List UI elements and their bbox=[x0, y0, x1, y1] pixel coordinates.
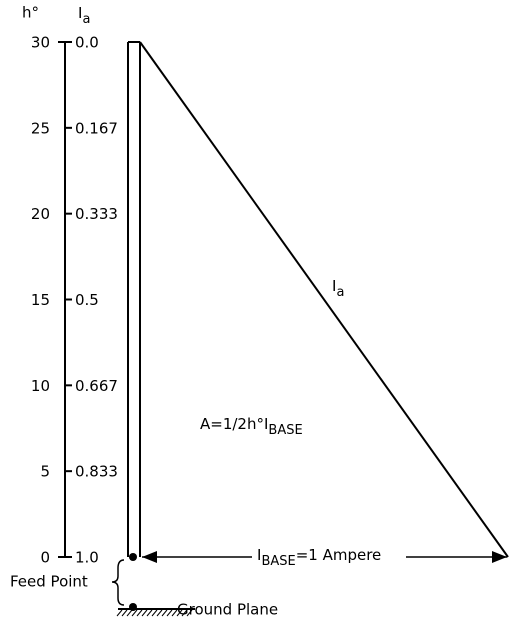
hatch-line bbox=[136, 609, 143, 617]
h-label: 5 bbox=[40, 463, 50, 481]
hatch-line bbox=[156, 609, 163, 617]
base-rest: =1 Ampere bbox=[296, 546, 382, 564]
feed-dot bbox=[129, 553, 137, 561]
h-header: h° bbox=[22, 4, 39, 22]
i-label: 0.333 bbox=[75, 205, 118, 223]
hatch-line bbox=[176, 609, 183, 617]
hatch-line bbox=[161, 609, 168, 617]
i-header: Ia bbox=[78, 4, 90, 27]
curve-sub: a bbox=[336, 285, 344, 300]
hatch-line bbox=[181, 609, 188, 617]
current-line bbox=[139, 41, 509, 558]
hatch-line bbox=[166, 609, 173, 617]
area-sub: BASE bbox=[268, 423, 302, 438]
hatch-line bbox=[121, 609, 128, 617]
area-main: A=1/2h°I bbox=[200, 415, 268, 433]
hatch-line bbox=[186, 609, 193, 617]
h-label: 10 bbox=[31, 377, 50, 395]
hatch-line bbox=[141, 609, 148, 617]
ground-hatch bbox=[116, 609, 193, 617]
i-sub: a bbox=[82, 12, 90, 27]
h-label: 25 bbox=[31, 119, 50, 137]
scale: 30 0.0 25 0.167 20 0.333 15 0.5 10 0.667 5 0.833 0 1.… bbox=[31, 34, 118, 567]
hatch-line bbox=[116, 609, 123, 617]
h-label: 15 bbox=[31, 291, 50, 309]
h-label: 20 bbox=[31, 205, 50, 223]
hatch-line bbox=[151, 609, 158, 617]
i-main: I bbox=[78, 4, 82, 22]
i-label: 0.833 bbox=[75, 463, 118, 481]
base-sub: BASE bbox=[261, 554, 295, 569]
i-label: 0.5 bbox=[75, 291, 99, 309]
hatch-line bbox=[131, 609, 138, 617]
feed-point-label: Feed Point bbox=[10, 573, 88, 591]
hatch-line bbox=[126, 609, 133, 617]
hatch-line bbox=[171, 609, 178, 617]
base-main: I bbox=[257, 546, 261, 564]
curve-label: Ia bbox=[332, 277, 344, 300]
i-label: 0.0 bbox=[75, 34, 99, 52]
feed-brace bbox=[111, 559, 125, 606]
i-label: 1.0 bbox=[75, 549, 99, 567]
area-label: A=1/2h°IBASE bbox=[200, 415, 303, 438]
h-label: 0 bbox=[40, 549, 50, 567]
h-label: 30 bbox=[31, 34, 50, 52]
i-label: 0.167 bbox=[75, 119, 118, 137]
base-label: IBASE=1 Ampere bbox=[257, 546, 381, 569]
hatch-line bbox=[146, 609, 153, 617]
ground-plane-label: Ground Plane bbox=[177, 601, 278, 619]
curve-main: I bbox=[332, 277, 336, 295]
i-label: 0.667 bbox=[75, 377, 118, 395]
